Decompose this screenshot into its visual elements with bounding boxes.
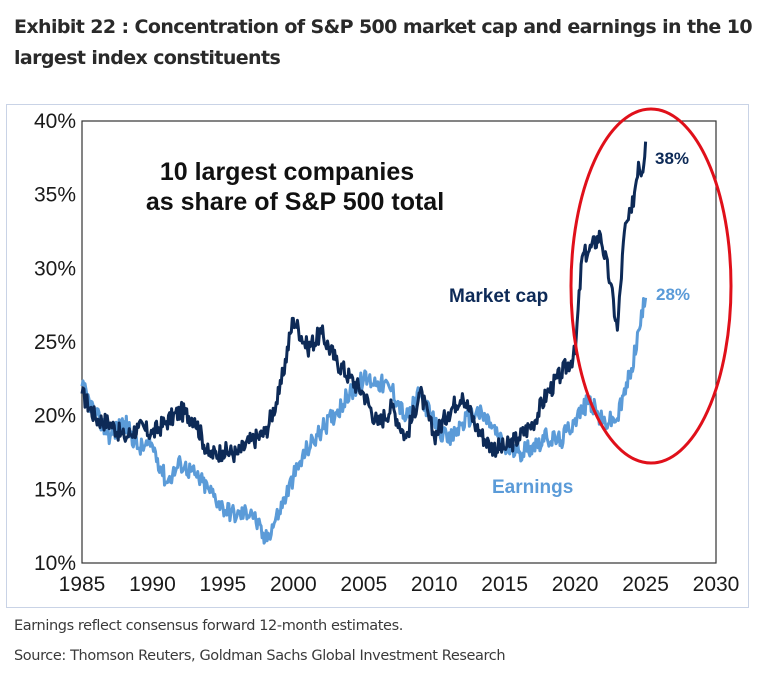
market-cap-label: Market cap	[449, 286, 548, 307]
x-tick-label: 2010	[411, 573, 458, 596]
y-tick-label: 25%	[34, 331, 76, 354]
y-tick-label: 30%	[34, 257, 76, 280]
series-lines	[80, 141, 648, 545]
x-tick-label: 2020	[552, 573, 599, 596]
y-tick-label: 15%	[34, 478, 76, 501]
annotation-line-1: 10 largest companies	[160, 158, 414, 186]
x-tick-label: 2005	[340, 573, 387, 596]
x-tick-label: 2000	[270, 573, 317, 596]
x-tick-label: 1985	[59, 573, 106, 596]
highlight-ellipse	[569, 107, 733, 465]
earnings-end-label: 28%	[656, 285, 690, 304]
annotation-line-2: as share of S&P 500 total	[146, 188, 444, 216]
market-cap-end-label: 38%	[655, 149, 689, 168]
x-tick-label: 2025	[622, 573, 669, 596]
plot-frame	[6, 104, 749, 608]
chart-title: Exhibit 22 : Concentration of S&P 500 ma…	[14, 16, 753, 69]
plot-area	[81, 120, 717, 564]
earnings-label: Earnings	[492, 477, 573, 498]
y-tick-label: 40%	[34, 110, 76, 133]
axis-ticks: 10% 15% 20% 25% 30% 35% 40% 1985 1990 1995 2000 200…	[34, 110, 739, 596]
x-tick-label: 1990	[129, 573, 176, 596]
x-tick-label: 1995	[200, 573, 247, 596]
source-note: Source: Thomson Reuters, Goldman Sachs G…	[14, 648, 506, 664]
y-tick-label: 10%	[34, 552, 76, 575]
y-tick-label: 35%	[34, 184, 76, 207]
y-tick-label: 20%	[34, 405, 76, 428]
market-cap-line	[80, 141, 648, 464]
footnote: Earnings reflect consensus forward 12-mo…	[14, 618, 403, 634]
earnings-line	[80, 297, 648, 545]
x-tick-label: 2030	[693, 573, 740, 596]
x-tick-label: 2015	[481, 573, 528, 596]
